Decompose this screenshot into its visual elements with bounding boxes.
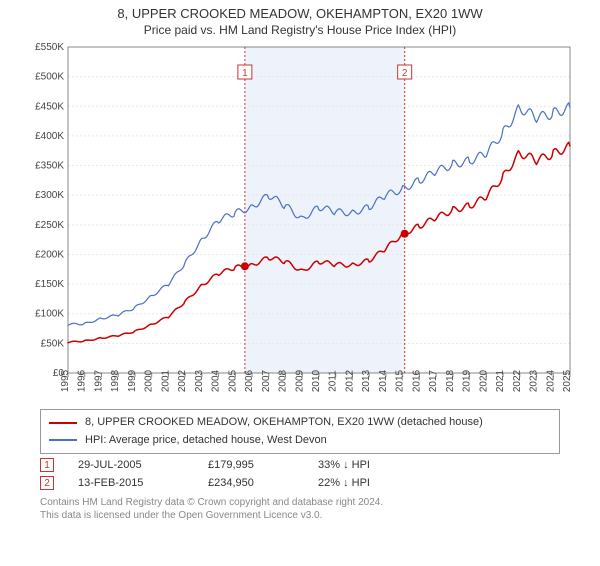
- event-diff: 22% ↓ HPI: [318, 477, 370, 489]
- legend-swatch: [49, 422, 77, 424]
- svg-text:£550K: £550K: [35, 43, 64, 53]
- svg-text:2020: 2020: [478, 369, 489, 392]
- footer-line: Contains HM Land Registry data © Crown c…: [40, 496, 560, 509]
- event-price: £234,950: [208, 477, 318, 489]
- svg-text:2001: 2001: [160, 369, 171, 392]
- svg-text:2006: 2006: [244, 369, 255, 392]
- svg-text:£450K: £450K: [35, 101, 64, 112]
- event-row: 1 29-JUL-2005 £179,995 33% ↓ HPI: [40, 458, 560, 472]
- svg-text:2010: 2010: [311, 369, 322, 392]
- svg-text:2022: 2022: [512, 369, 523, 392]
- legend-label: 8, UPPER CROOKED MEADOW, OKEHAMPTON, EX2…: [85, 414, 483, 432]
- legend-swatch: [49, 439, 77, 441]
- svg-text:1: 1: [242, 68, 248, 79]
- svg-text:1997: 1997: [93, 369, 104, 392]
- event-date: 13-FEB-2015: [78, 477, 208, 489]
- svg-text:2015: 2015: [395, 369, 406, 392]
- svg-text:£100K: £100K: [35, 309, 64, 320]
- svg-text:2018: 2018: [445, 369, 456, 392]
- svg-text:2011: 2011: [328, 370, 339, 392]
- svg-text:2003: 2003: [194, 369, 205, 392]
- svg-text:2002: 2002: [177, 369, 188, 392]
- svg-text:2012: 2012: [344, 369, 355, 392]
- footer: Contains HM Land Registry data © Crown c…: [40, 496, 560, 522]
- svg-text:2016: 2016: [411, 369, 422, 392]
- svg-text:£150K: £150K: [35, 279, 64, 290]
- svg-text:2005: 2005: [227, 369, 238, 392]
- svg-text:2: 2: [402, 68, 408, 79]
- svg-text:2025: 2025: [562, 369, 573, 392]
- svg-text:1998: 1998: [110, 369, 121, 392]
- svg-text:2014: 2014: [378, 369, 389, 392]
- svg-text:2021: 2021: [495, 369, 506, 392]
- event-date: 29-JUL-2005: [78, 459, 208, 471]
- svg-text:1995: 1995: [60, 369, 71, 392]
- svg-text:1999: 1999: [127, 369, 138, 392]
- event-price: £179,995: [208, 459, 318, 471]
- svg-text:2017: 2017: [428, 369, 439, 392]
- event-marker-icon: 2: [40, 476, 54, 490]
- svg-text:£250K: £250K: [35, 220, 64, 231]
- price-chart: £0£50K£100K£150K£200K£250K£300K£350K£400…: [20, 43, 580, 403]
- svg-text:2024: 2024: [545, 369, 556, 392]
- svg-text:£300K: £300K: [35, 190, 64, 201]
- legend-item: HPI: Average price, detached house, West…: [49, 432, 551, 450]
- svg-text:£400K: £400K: [35, 131, 64, 142]
- svg-text:2007: 2007: [261, 369, 272, 392]
- page-title: 8, UPPER CROOKED MEADOW, OKEHAMPTON, EX2…: [0, 6, 600, 21]
- footer-line: This data is licensed under the Open Gov…: [40, 509, 560, 522]
- legend-item: 8, UPPER CROOKED MEADOW, OKEHAMPTON, EX2…: [49, 414, 551, 432]
- svg-text:£500K: £500K: [35, 72, 64, 83]
- svg-text:2023: 2023: [529, 369, 540, 392]
- events-table: 1 29-JUL-2005 £179,995 33% ↓ HPI 2 13-FE…: [40, 458, 560, 490]
- svg-text:2019: 2019: [462, 369, 473, 392]
- page-subtitle: Price paid vs. HM Land Registry's House …: [0, 23, 600, 37]
- event-marker-icon: 1: [40, 458, 54, 472]
- svg-text:£50K: £50K: [41, 338, 65, 349]
- svg-text:2000: 2000: [144, 369, 155, 392]
- svg-text:2008: 2008: [278, 369, 289, 392]
- event-diff: 33% ↓ HPI: [318, 459, 370, 471]
- svg-text:1996: 1996: [77, 369, 88, 392]
- svg-text:2009: 2009: [294, 369, 305, 392]
- legend-label: HPI: Average price, detached house, West…: [85, 432, 327, 450]
- svg-text:£350K: £350K: [35, 161, 64, 172]
- svg-text:2004: 2004: [211, 369, 222, 392]
- event-row: 2 13-FEB-2015 £234,950 22% ↓ HPI: [40, 476, 560, 490]
- chart-container: £0£50K£100K£150K£200K£250K£300K£350K£400…: [20, 43, 580, 403]
- svg-text:2013: 2013: [361, 369, 372, 392]
- legend: 8, UPPER CROOKED MEADOW, OKEHAMPTON, EX2…: [40, 409, 560, 454]
- svg-text:£200K: £200K: [35, 249, 64, 260]
